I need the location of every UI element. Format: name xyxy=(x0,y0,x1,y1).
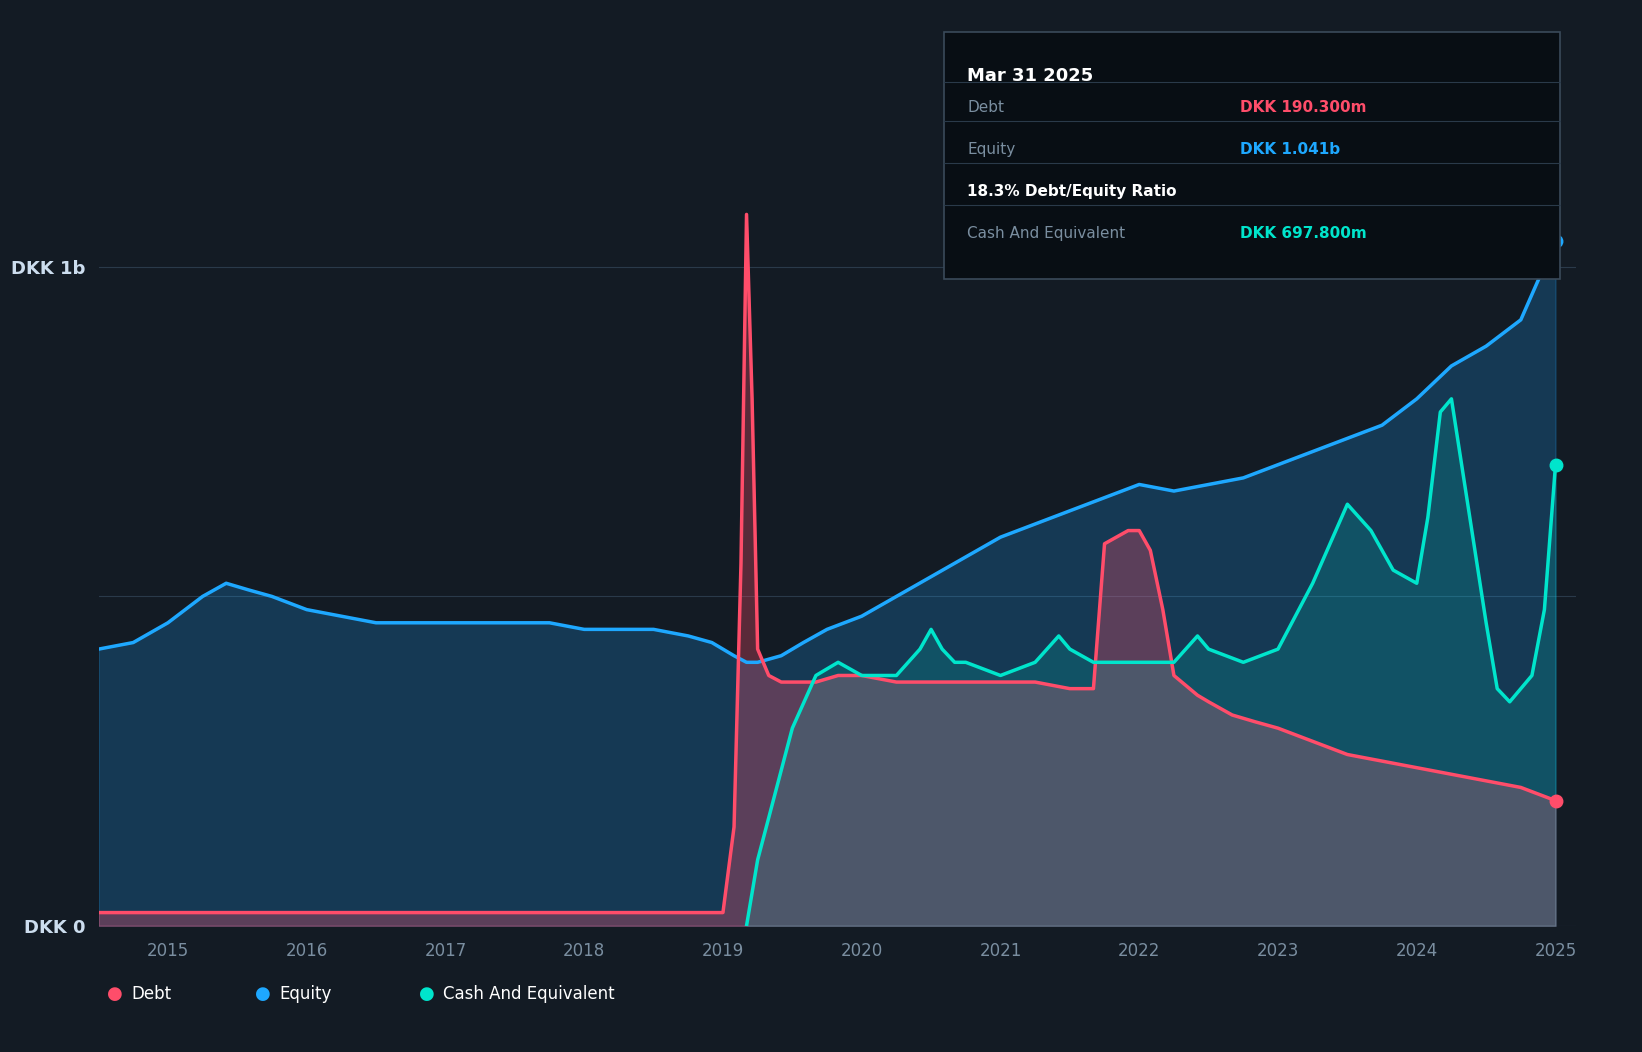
Text: Equity: Equity xyxy=(279,985,332,1004)
Text: DKK 697.800m: DKK 697.800m xyxy=(1240,226,1366,241)
Text: Cash And Equivalent: Cash And Equivalent xyxy=(443,985,616,1004)
Text: Debt: Debt xyxy=(131,985,171,1004)
Text: DKK 190.300m: DKK 190.300m xyxy=(1240,100,1366,115)
Text: ●: ● xyxy=(107,985,123,1004)
Text: Mar 31 2025: Mar 31 2025 xyxy=(967,67,1094,85)
Text: 18.3% Debt/Equity Ratio: 18.3% Debt/Equity Ratio xyxy=(967,184,1177,199)
Text: Equity: Equity xyxy=(967,142,1015,157)
Text: DKK 1.041b: DKK 1.041b xyxy=(1240,142,1340,157)
Text: Debt: Debt xyxy=(967,100,1005,115)
Text: ●: ● xyxy=(255,985,271,1004)
Text: ●: ● xyxy=(419,985,435,1004)
Text: Cash And Equivalent: Cash And Equivalent xyxy=(967,226,1125,241)
